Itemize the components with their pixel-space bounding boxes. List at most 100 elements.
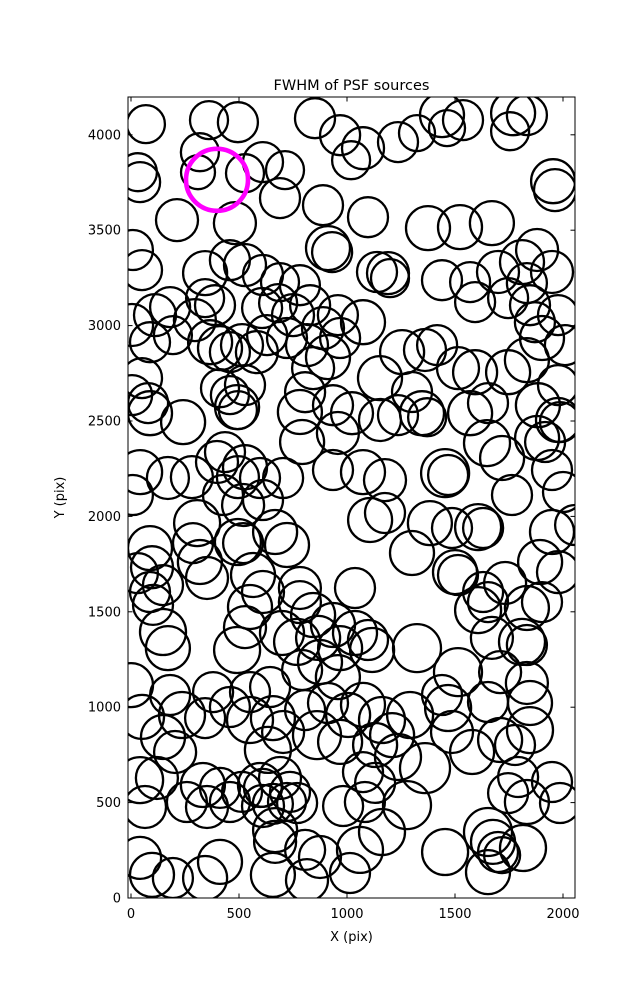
psf-source-circle [225, 695, 275, 745]
psf-source-circle [330, 140, 372, 181]
y-tick-label: 2000 [88, 510, 121, 525]
y-tick-label: 3500 [88, 224, 121, 239]
psf-source-circle [529, 158, 575, 205]
psf-source-circle [475, 249, 521, 295]
psf-source-circle [369, 257, 411, 299]
psf-source-circle [238, 456, 282, 500]
psf-source-circle [385, 690, 435, 740]
psf-source-circle [128, 835, 163, 881]
psf-source-circle [339, 299, 387, 346]
psf-source-circle [406, 499, 454, 547]
y-tick-label: 4000 [88, 128, 121, 143]
psf-source-circle [275, 781, 319, 825]
psf-source-circle [179, 132, 221, 173]
psf-source-circle [368, 711, 416, 759]
psf-source-circle [490, 473, 534, 517]
psf-source-circle [353, 761, 397, 805]
psf-source-circle [464, 848, 512, 896]
psf-source-circle [128, 755, 165, 805]
x-tick-label: 1000 [330, 907, 363, 922]
psf-source-circle [493, 723, 537, 767]
psf-source-circle [363, 491, 407, 535]
psf-source-circle [181, 249, 229, 297]
psf-source-circle [466, 580, 510, 624]
psf-source-circle [469, 615, 515, 661]
psf-source-circle [289, 591, 337, 639]
psf-source-circle [505, 623, 549, 667]
psf-source-circle [448, 728, 496, 776]
psf-source-circle [381, 779, 433, 831]
psf-source-circle [283, 828, 327, 872]
psf-source-circle [152, 314, 194, 356]
psf-source-circle [145, 455, 191, 501]
psf-source-circle [489, 111, 531, 152]
psf-source-circle [128, 160, 162, 204]
psf-source-circle [448, 260, 492, 304]
psf-source-circle [264, 149, 306, 191]
psf-source-circle [343, 780, 387, 824]
psf-source-circle [128, 390, 174, 437]
psf-source-circle [154, 197, 200, 243]
psf-source-circle [341, 750, 385, 794]
psf-source-circle [249, 851, 297, 898]
psf-source-circle [461, 506, 505, 550]
psf-source-circle [446, 390, 494, 437]
psf-source-circle [376, 120, 420, 164]
psf-source-circle [430, 506, 474, 550]
psf-source-circle [138, 607, 188, 657]
psf-source-circle [357, 695, 407, 745]
psf-source-circle [128, 248, 164, 292]
psf-source-circle [441, 98, 485, 142]
psf-source-circle [304, 333, 352, 381]
psf-source-circle [477, 649, 523, 695]
psf-source-circle [523, 420, 567, 464]
psf-source-circle [265, 316, 309, 360]
psf-source-circle [514, 227, 560, 273]
psf-source-circle [284, 857, 330, 898]
psf-source-circle [213, 517, 263, 567]
psf-source-circle [398, 741, 452, 795]
psf-source-circle [318, 114, 362, 157]
psf-source-circle [128, 103, 167, 145]
psf-source-circle [208, 780, 252, 824]
psf-source-circle [152, 729, 198, 775]
psf-source-circle [311, 448, 355, 492]
psf-source-circle [277, 565, 323, 611]
psf-source-circle [234, 329, 280, 375]
psf-source-circle [222, 604, 268, 650]
psf-source-circle [333, 566, 377, 610]
psf-source-circle [427, 108, 467, 148]
psf-source-circle [290, 345, 336, 391]
psf-source-circle [293, 97, 337, 140]
psf-source-circle [314, 653, 362, 701]
psf-source-circle [324, 691, 372, 739]
psf-source-circle [128, 321, 172, 364]
y-tick-label: 0 [113, 892, 121, 907]
psf-source-circle [141, 563, 185, 607]
psf-source-circle [188, 99, 230, 141]
psf-source-circle [311, 384, 355, 427]
psf-source-circle [240, 286, 284, 330]
psf-source-circle [420, 827, 470, 877]
psf-source-circle [429, 709, 475, 755]
psf-source-circle [468, 199, 516, 247]
psf-source-circle [486, 276, 530, 320]
x-tick-label: 0 [127, 907, 135, 922]
psf-source-circle [144, 624, 192, 672]
psf-source-circle [128, 381, 170, 425]
psf-source-circle [241, 478, 285, 522]
psf-source-circle [216, 101, 260, 144]
psf-source-circle [212, 200, 258, 246]
psf-source-circle [432, 646, 484, 698]
psf-source-circle [183, 696, 227, 740]
psf-source-circle [498, 823, 548, 873]
psf-source-circle [226, 583, 274, 631]
psf-source-circle [193, 284, 237, 327]
psf-source-circle [291, 709, 343, 761]
psf-source-circle [203, 430, 247, 474]
psf-source-circle [538, 781, 575, 825]
plot-title: FWHM of PSF sources [274, 78, 430, 94]
psf-source-circle [128, 473, 155, 517]
